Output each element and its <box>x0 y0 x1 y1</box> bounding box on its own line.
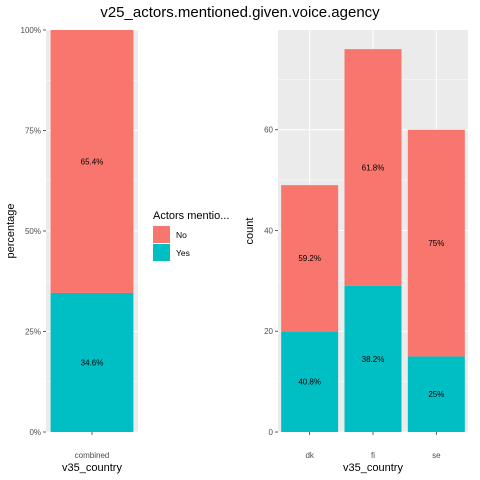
data-label-yes-combined: 34.6% <box>81 358 104 367</box>
data-label-no-dk: 59.2% <box>298 254 321 263</box>
y-tick-label: 40 <box>264 226 273 235</box>
legend-label-no: No <box>176 230 187 240</box>
y-axis-title: count <box>244 218 256 245</box>
bar-yes-se <box>407 356 465 432</box>
legend-swatch-yes <box>153 244 170 261</box>
bar-no-dk <box>281 185 339 332</box>
bar-yes-fi <box>344 285 402 432</box>
panel-count: 0 20 40 60 40.8% 59.2% dk 38.2% 61.8% fi 25% 75% se v… <box>244 30 468 474</box>
legend: Actors mentio... No Yes <box>153 210 229 261</box>
y-tick-label: 0 <box>269 428 274 437</box>
y-tick-label: 100% <box>21 26 41 35</box>
bar-no-combined <box>50 30 134 293</box>
x-tick-label: dk <box>305 451 314 460</box>
y-tick-label: 60 <box>264 126 273 135</box>
y-axis-title: percentage <box>5 203 17 258</box>
bar-yes-combined <box>50 292 134 432</box>
legend-swatch-no <box>153 226 170 243</box>
x-axis-title: v35_country <box>62 462 122 474</box>
data-label-yes-fi: 38.2% <box>362 355 385 364</box>
y-tick-label: 25% <box>25 328 41 337</box>
panel-percentage: 0% 25% 50% 75% 100% 34.6% 65.4% combined v35_cou… <box>5 26 138 474</box>
bar-no-fi <box>344 49 402 286</box>
chart-title: v25_actors.mentioned.given.voice.agency <box>100 4 380 21</box>
y-tick-label: 50% <box>25 227 41 236</box>
bar-yes-dk <box>281 331 339 432</box>
x-tick-label: fi <box>371 451 375 460</box>
legend-label-yes: Yes <box>176 248 190 258</box>
y-tick-label: 75% <box>25 127 41 136</box>
data-label-no-fi: 61.8% <box>362 164 385 173</box>
data-label-yes-dk: 40.8% <box>298 378 321 387</box>
data-label-yes-se: 25% <box>428 390 444 399</box>
y-tick-label: 0% <box>29 428 41 437</box>
data-label-no-combined: 65.4% <box>81 157 104 166</box>
x-tick-label: combined <box>75 451 110 460</box>
x-tick-label: se <box>432 451 441 460</box>
y-tick-label: 20 <box>264 327 273 336</box>
legend-title: Actors mentio... <box>153 210 229 222</box>
data-label-no-se: 75% <box>428 239 444 248</box>
bar-no-se <box>407 129 465 357</box>
x-axis-title: v35_country <box>343 462 403 474</box>
